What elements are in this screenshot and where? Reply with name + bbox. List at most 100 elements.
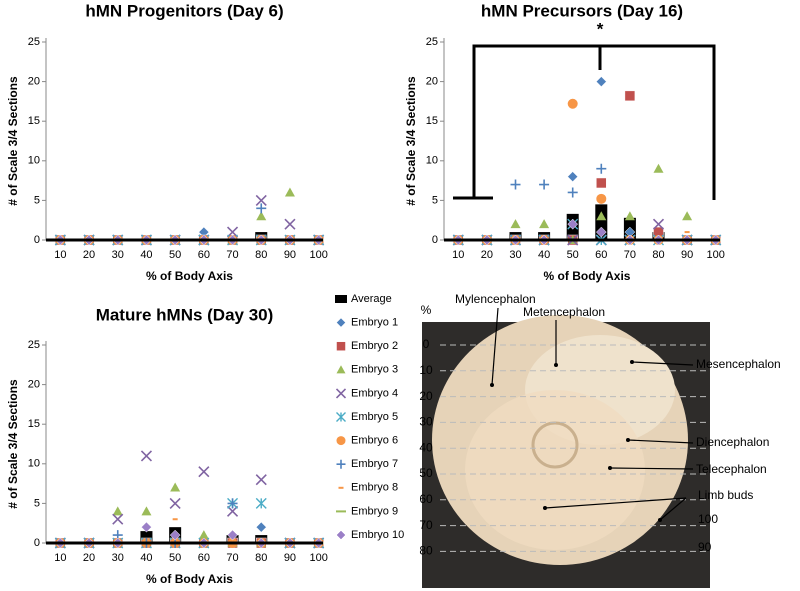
marker [539, 219, 550, 229]
y-tick-label: 10 [28, 458, 40, 470]
significance-star: * [597, 19, 604, 38]
x-tick-label: 30 [112, 249, 124, 261]
marker [682, 211, 693, 221]
x-tick-label: 70 [226, 552, 238, 564]
scale-tick: 40 [419, 440, 433, 454]
marker [112, 513, 124, 525]
anatomy-label: Limb buds [698, 488, 753, 502]
y-tick-label: 0 [34, 234, 40, 246]
marker [226, 226, 239, 238]
x-tick-label: 40 [140, 249, 152, 261]
legend-label: Embryo 3 [351, 364, 398, 376]
x-tick-label: 70 [226, 249, 238, 261]
marker [284, 218, 296, 230]
scale-tick: 60 [419, 492, 433, 506]
y-tick-label: 25 [426, 36, 438, 48]
marker [653, 163, 664, 173]
marker [226, 505, 239, 517]
side-number: 100 [698, 512, 718, 526]
scale-tick: 10 [419, 363, 433, 377]
marker [510, 219, 521, 229]
scale-tick: 70 [419, 518, 433, 532]
x-tick-label: 80 [255, 249, 267, 261]
x-tick-label: 30 [112, 552, 124, 564]
marker [624, 90, 636, 102]
marker [338, 486, 344, 489]
label-arrow [627, 439, 694, 444]
legend-marker [335, 295, 347, 303]
label-arrow [544, 497, 687, 509]
chart-title: Mature hMNs (Day 30) [96, 305, 274, 324]
y-tick-label: 5 [34, 194, 40, 206]
y-tick-label: 25 [28, 36, 40, 48]
y-tick-label: 20 [28, 76, 40, 88]
marker [596, 211, 607, 221]
marker [596, 163, 607, 174]
marker [595, 76, 607, 87]
y-tick-label: 15 [426, 115, 438, 127]
marker [567, 187, 578, 198]
legend-label: Embryo 6 [351, 435, 398, 447]
y-tick-label: 10 [28, 155, 40, 167]
label-arrow [659, 497, 687, 521]
legend-label: Embryo 4 [351, 387, 398, 399]
x-axis-title: % of Body Axis [146, 269, 233, 283]
marker [255, 194, 267, 206]
legend-label: Embryo 10 [351, 529, 404, 541]
arrow-head [658, 518, 662, 522]
legend-label: Embryo 7 [351, 458, 398, 470]
side-number: 90 [698, 540, 712, 554]
scale-tick: 30 [419, 415, 433, 429]
x-tick-label: 60 [595, 249, 607, 261]
marker [596, 177, 607, 189]
x-tick-label: 10 [54, 552, 66, 564]
x-tick-label: 40 [538, 249, 550, 261]
marker [336, 317, 346, 328]
chart-title: hMN Progenitors (Day 6) [85, 1, 283, 20]
legend-label: Average [351, 293, 392, 305]
x-tick-label: 10 [452, 249, 464, 261]
marker [336, 365, 346, 374]
average-bar [140, 531, 153, 543]
marker [567, 218, 579, 230]
arrow-head [626, 438, 630, 442]
x-tick-label: 100 [309, 249, 327, 261]
scale-label: % [421, 303, 432, 317]
arrow-head [608, 466, 612, 470]
legend-label: Embryo 8 [351, 482, 398, 494]
x-tick-label: 20 [481, 249, 493, 261]
y-tick-label: 10 [426, 155, 438, 167]
marker [169, 529, 181, 541]
y-tick-label: 25 [28, 339, 40, 351]
marker [256, 211, 267, 221]
marker [169, 497, 181, 509]
x-tick-label: 90 [681, 249, 693, 261]
scale-tick: 50 [419, 466, 433, 480]
marker [595, 226, 607, 238]
scale-tick: 20 [419, 389, 433, 403]
marker [335, 388, 347, 399]
x-tick-label: 50 [169, 552, 181, 564]
marker [255, 497, 267, 509]
y-axis-title: # of Scale 3/4 Sections [6, 76, 20, 206]
y-tick-label: 15 [28, 115, 40, 127]
legend-label: Embryo 1 [351, 317, 398, 329]
arrow-head [543, 506, 547, 510]
marker [141, 521, 152, 533]
legend-label: Embryo 2 [351, 340, 398, 352]
anatomy-label: Metencephalon [523, 305, 605, 319]
marker [567, 98, 578, 109]
y-tick-label: 5 [34, 497, 40, 509]
x-tick-label: 20 [83, 249, 95, 261]
x-tick-label: 100 [309, 552, 327, 564]
marker [256, 203, 267, 214]
marker [336, 530, 346, 540]
label-arrow [609, 467, 694, 470]
x-tick-label: 20 [83, 552, 95, 564]
marker [624, 211, 635, 221]
marker [336, 510, 346, 513]
arrow-head [630, 360, 634, 364]
marker [198, 466, 210, 478]
x-tick-label: 80 [255, 552, 267, 564]
